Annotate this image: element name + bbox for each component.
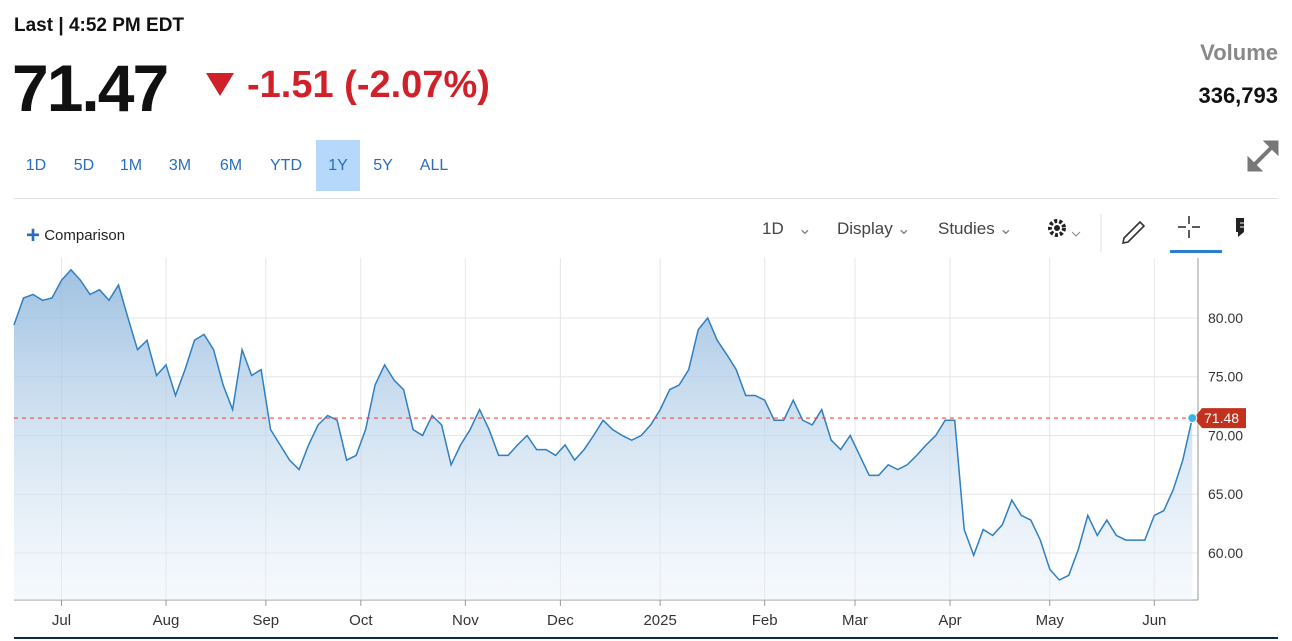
area xyxy=(14,269,1193,600)
x-tick-label: Dec xyxy=(547,612,574,629)
x-tick-label: Nov xyxy=(452,612,479,629)
expand-button[interactable] xyxy=(1246,139,1280,173)
display-label: Display xyxy=(837,219,893,238)
x-tick-label: 2025 xyxy=(643,612,676,629)
y-tick-label: 65.00 xyxy=(1208,486,1243,502)
separator xyxy=(14,198,1278,199)
x-tick-label: Oct xyxy=(349,612,373,629)
last-point xyxy=(1187,413,1198,424)
x-tick-label: Sep xyxy=(252,612,279,629)
down-arrow xyxy=(206,73,234,96)
crosshair-icon[interactable] xyxy=(1170,216,1222,253)
volume-label: Volume xyxy=(1200,40,1278,65)
settings-icon[interactable] xyxy=(1048,219,1081,237)
range-button[interactable]: ALL xyxy=(419,157,449,174)
comparison-button[interactable]: + Comparison xyxy=(26,222,126,249)
x-tick-label: Jul xyxy=(52,612,71,629)
volume: 336,793 xyxy=(1198,83,1278,108)
price-line xyxy=(13,268,1194,581)
range-button[interactable]: 6M xyxy=(219,157,243,174)
y-tick-label: 60.00 xyxy=(1208,545,1243,561)
studies-button[interactable]: Studies ⌄ xyxy=(938,219,1013,238)
y-tick-label: 70.00 xyxy=(1208,427,1243,443)
price: 71.47 xyxy=(12,51,169,125)
range-button[interactable]: 5D xyxy=(73,157,95,174)
x-tick-label: Jun xyxy=(1142,612,1166,629)
interval-button[interactable]: 1D ⌄ xyxy=(762,219,812,238)
y-tick-label: 75.00 xyxy=(1208,369,1243,385)
range-button[interactable]: 3M xyxy=(168,157,192,174)
range-button[interactable]: 1D xyxy=(25,157,47,174)
x-tick-label: Feb xyxy=(752,612,778,629)
range-button[interactable]: 1M xyxy=(119,157,143,174)
draw-icon[interactable] xyxy=(1121,220,1146,245)
interval-label: 1D xyxy=(762,219,784,238)
range-button[interactable]: 1Y xyxy=(316,140,360,191)
range-button[interactable]: 5Y xyxy=(373,157,393,174)
x-tick-label: May xyxy=(1036,612,1065,629)
comparison-label: Comparison xyxy=(44,227,126,244)
studies-label: Studies xyxy=(938,219,995,238)
x-tick-label: Mar xyxy=(842,612,868,629)
last-value-tag xyxy=(1194,408,1246,429)
display-button[interactable]: Display ⌄ xyxy=(837,219,911,238)
comment-icon[interactable] xyxy=(1236,218,1244,237)
range-button[interactable]: YTD xyxy=(270,157,302,174)
x-tick-label: Apr xyxy=(938,612,961,629)
status: Last | 4:52 PM EDT xyxy=(14,15,185,36)
last-value-label: 71.48 xyxy=(1204,410,1239,426)
y-tick-label: 80.00 xyxy=(1208,310,1243,326)
toolbar-icons xyxy=(1048,214,1244,253)
price-change: -1.51 (-2.07%) xyxy=(247,64,490,106)
x-tick-label: Aug xyxy=(153,612,180,629)
